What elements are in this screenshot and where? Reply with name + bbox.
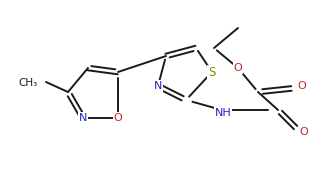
Text: S: S bbox=[208, 65, 216, 78]
Text: O: O bbox=[300, 127, 308, 137]
Text: N: N bbox=[154, 81, 162, 91]
Text: NH: NH bbox=[215, 108, 232, 118]
Text: CH₃: CH₃ bbox=[19, 78, 38, 88]
Text: O: O bbox=[298, 81, 306, 91]
Text: O: O bbox=[114, 113, 122, 123]
Text: N: N bbox=[79, 113, 87, 123]
Text: O: O bbox=[234, 63, 242, 73]
